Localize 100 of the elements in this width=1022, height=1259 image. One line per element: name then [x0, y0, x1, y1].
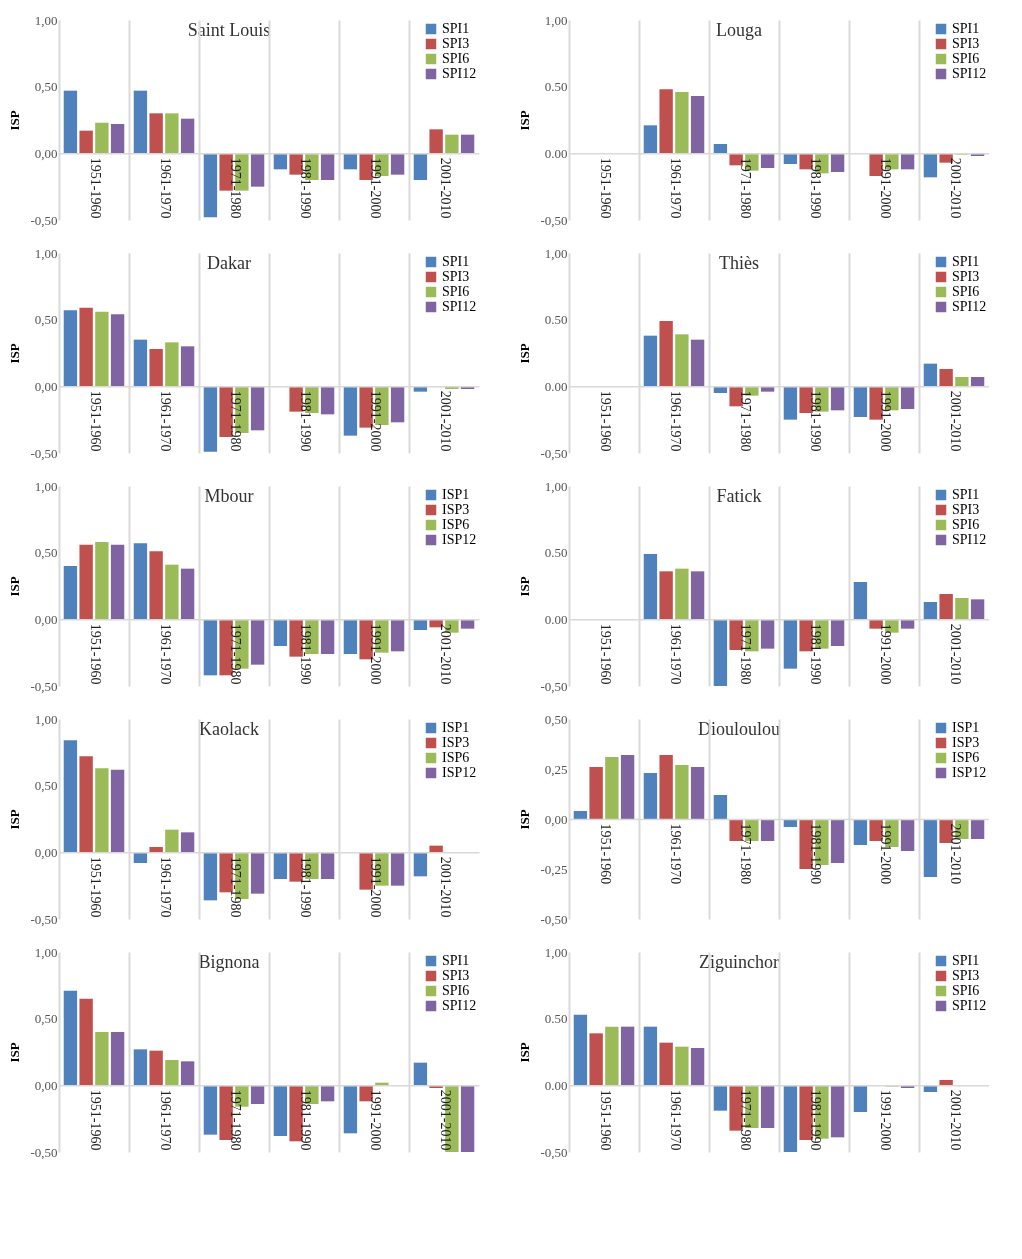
y-tick-label: -0,50	[30, 445, 58, 461]
legend-label: SPI1	[952, 487, 980, 502]
legend-label: SPI12	[952, 532, 987, 547]
chart-title: Louga	[716, 20, 762, 40]
x-tick-label: 1951-1960	[597, 157, 613, 219]
legend-label: ISP3	[952, 735, 980, 750]
x-tick-label: 1951-1960	[597, 623, 613, 685]
x-tick-label: 1981-1990	[297, 623, 313, 685]
x-tick-label: 1981-1990	[807, 157, 823, 219]
legend-label: ISP6	[442, 517, 470, 532]
legend-label: SPI3	[952, 36, 980, 51]
legend-label: SPI6	[952, 284, 980, 299]
legend-label: SPI12	[442, 66, 477, 81]
y-tick-label: 0,00	[34, 611, 58, 627]
x-tick-label: 1971-1980	[227, 157, 243, 219]
x-tick-label: 2001-2010	[947, 623, 963, 685]
y-tick-label: 0.50	[544, 79, 568, 95]
legend-label: SPI12	[952, 998, 987, 1013]
legend-label: SPI3	[442, 968, 470, 983]
x-tick-label: 1961-1970	[667, 823, 683, 885]
x-tick-label: 1991-2000	[367, 157, 383, 219]
x-tick-label: 1961-1970	[157, 623, 173, 685]
x-tick-label: 1951-1960	[87, 856, 103, 918]
x-tick-label: 1961-1970	[157, 157, 173, 219]
legend-label: SPI3	[952, 968, 980, 983]
chart-title: Mbour	[204, 486, 254, 506]
chart-title: Thiès	[719, 253, 759, 273]
x-tick-label: 1961-1970	[667, 157, 683, 219]
x-tick-label: 1991-2000	[877, 623, 893, 685]
y-tick-label: 0,50	[34, 79, 58, 95]
x-tick-label: 1991-2000	[877, 157, 893, 219]
chart-title: Ziguinchor	[699, 952, 779, 972]
y-tick-label: 0,50	[34, 545, 58, 561]
y-tick-label: 0,00	[34, 844, 58, 860]
y-axis-title: ISP	[7, 1042, 23, 1063]
y-tick-label: -0,50	[540, 911, 568, 927]
legend-label: ISP1	[442, 487, 470, 502]
x-tick-label: 1981-1990	[807, 390, 823, 452]
legend-label: ISP12	[442, 532, 477, 547]
x-tick-label: 1971-1980	[227, 1089, 243, 1151]
x-tick-label: 2001-2010	[947, 1089, 963, 1151]
x-tick-label: 1961-1970	[667, 390, 683, 452]
y-tick-label: 1,00	[544, 478, 568, 494]
x-tick-label: 1951-1960	[87, 1089, 103, 1151]
y-tick-label: 1,00	[34, 711, 58, 727]
y-axis-title: ISP	[517, 343, 533, 364]
x-tick-label: 1991-2000	[367, 623, 383, 685]
y-tick-label: 1,00	[34, 944, 58, 960]
legend-label: ISP3	[442, 735, 470, 750]
x-tick-label: 1951-1960	[597, 1089, 613, 1151]
x-tick-label: 1981-1990	[297, 856, 313, 918]
x-tick-label: 1951-1960	[87, 623, 103, 685]
x-tick-label: 2001-2010	[947, 823, 963, 885]
y-axis-title: ISP	[517, 576, 533, 597]
chart-title: Saint Louis	[187, 20, 271, 40]
legend-label: SPI3	[442, 36, 470, 51]
y-tick-label: 0,25	[544, 761, 568, 777]
legend-label: SPI12	[952, 299, 987, 314]
x-tick-label: 1991-2000	[367, 1089, 383, 1151]
x-tick-label: 2001-2010	[437, 157, 453, 219]
legend-label: ISP1	[442, 720, 470, 735]
x-tick-label: 1971-1980	[737, 823, 753, 885]
legend-label: SPI1	[952, 21, 980, 36]
y-axis-title: ISP	[7, 110, 23, 131]
y-tick-label: 0.00	[544, 378, 568, 394]
x-tick-label: 1971-1980	[737, 623, 753, 685]
chart-title: Fatick	[716, 486, 762, 506]
legend-label: SPI3	[442, 269, 470, 284]
y-axis-title: ISP	[7, 576, 23, 597]
legend-label: ISP3	[442, 502, 470, 517]
legend-label: ISP6	[952, 750, 980, 765]
x-tick-label: 1981-1990	[297, 390, 313, 452]
chart-title: Kaolack	[199, 719, 259, 739]
x-tick-label: 2001-2010	[437, 856, 453, 918]
y-tick-label: -0,50	[30, 1144, 58, 1160]
y-axis-title: ISP	[7, 809, 23, 830]
x-tick-label: 1991-2000	[877, 390, 893, 452]
legend-label: ISP6	[442, 750, 470, 765]
y-tick-label: 0.50	[544, 1011, 568, 1027]
x-tick-label: 1961-1970	[667, 1089, 683, 1151]
x-tick-label: 1951-1960	[597, 823, 613, 885]
x-tick-label: 1991-2000	[367, 390, 383, 452]
y-tick-label: 0.00	[544, 1077, 568, 1093]
legend-label: SPI12	[442, 998, 477, 1013]
x-tick-label: 1991-2000	[877, 823, 893, 885]
y-tick-label: 1,00	[34, 12, 58, 28]
y-axis-title: ISP	[517, 110, 533, 131]
legend-label: SPI12	[952, 66, 987, 81]
x-tick-label: 1991-2000	[877, 1089, 893, 1151]
y-tick-label: 1,00	[544, 12, 568, 28]
chart-title: Bignona	[198, 952, 260, 972]
x-tick-label: 1991-2000	[367, 856, 383, 918]
legend-label: SPI1	[952, 254, 980, 269]
x-tick-label: 1951-1960	[87, 157, 103, 219]
legend-label: ISP12	[442, 765, 477, 780]
y-tick-label: -0,50	[540, 445, 568, 461]
y-tick-label: -0,50	[30, 212, 58, 228]
y-tick-label: 1,00	[544, 245, 568, 261]
legend-label: SPI1	[952, 953, 980, 968]
y-axis-title: ISP	[517, 1042, 533, 1063]
